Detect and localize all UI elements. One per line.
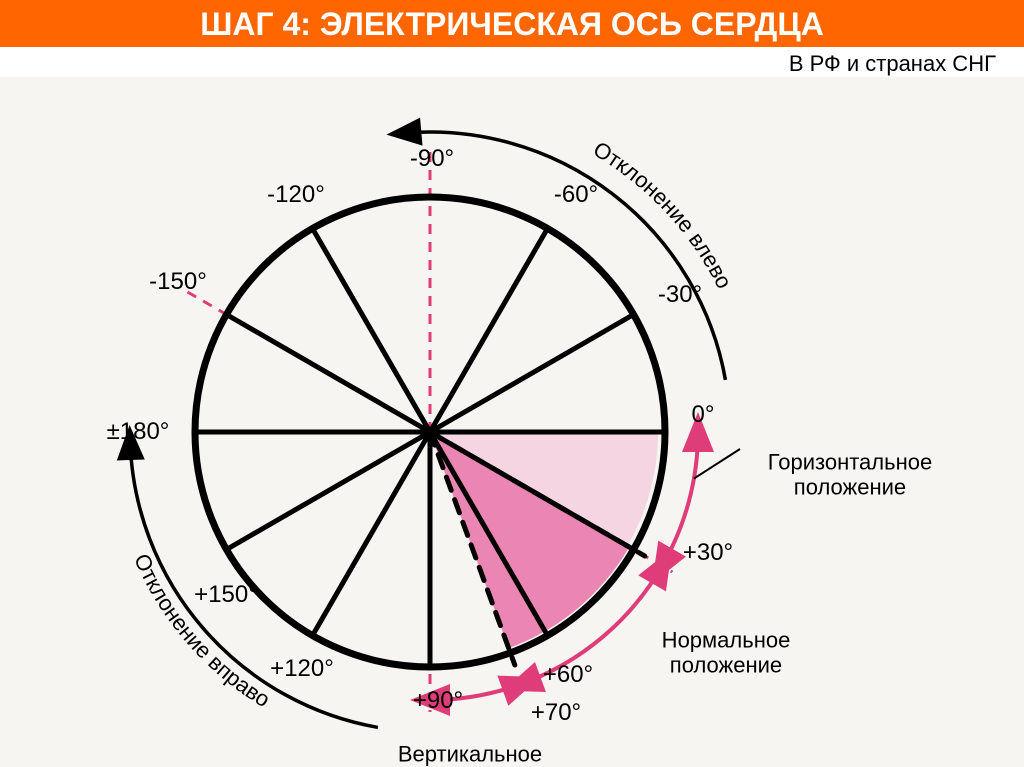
page-header-text: ШАГ 4: ЭЛЕКТРИЧЕСКАЯ ОСЬ СЕРДЦА: [200, 6, 824, 42]
page-subtitle-text: В РФ и странах СНГ: [789, 51, 996, 76]
axis-diagram: Отклонение влевоОтклонение вправо: [0, 77, 1024, 767]
page-subtitle: В РФ и странах СНГ: [0, 47, 1024, 77]
diagram-stage: Отклонение влевоОтклонение вправо-90°-12…: [0, 77, 1024, 767]
page-header: ШАГ 4: ЭЛЕКТРИЧЕСКАЯ ОСЬ СЕРДЦА: [0, 0, 1024, 47]
